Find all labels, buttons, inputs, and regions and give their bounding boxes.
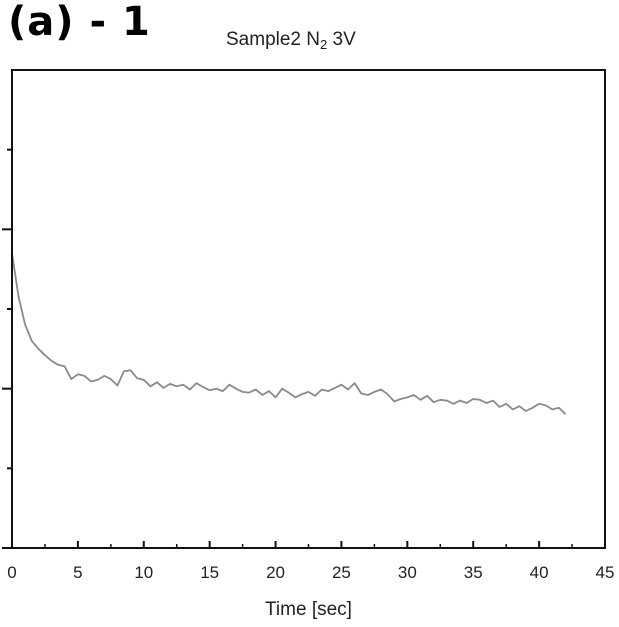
plot-layer — [11, 253, 567, 415]
x-tick-label: 0 — [7, 563, 16, 582]
x-tick-label: 20 — [266, 563, 285, 582]
x-tick-label: 10 — [134, 563, 153, 582]
x-tick-label: 25 — [332, 563, 351, 582]
ticks-layer: 0 5 10 15 20 25 30 35 40 45 — [2, 148, 615, 582]
x-axis-label: Time [sec] — [265, 599, 352, 620]
x-tick-label: 5 — [73, 563, 82, 582]
chart-title-suffix: 3V — [327, 29, 356, 50]
x-tick-label: 35 — [464, 563, 483, 582]
x-tick-label: 15 — [200, 563, 219, 582]
chart-title: Sample2 N2 3V — [226, 30, 356, 51]
chart-title-main: Sample2 N — [226, 29, 320, 50]
x-tick-label: 40 — [530, 563, 549, 582]
x-tick-label: 30 — [398, 563, 417, 582]
panel-label: (a) - 1 — [8, 0, 151, 45]
plot-frame — [11, 69, 606, 549]
x-tick-label: 45 — [596, 563, 615, 582]
series-line-0 — [11, 253, 567, 415]
chart-title-subscript: 2 — [320, 37, 328, 52]
